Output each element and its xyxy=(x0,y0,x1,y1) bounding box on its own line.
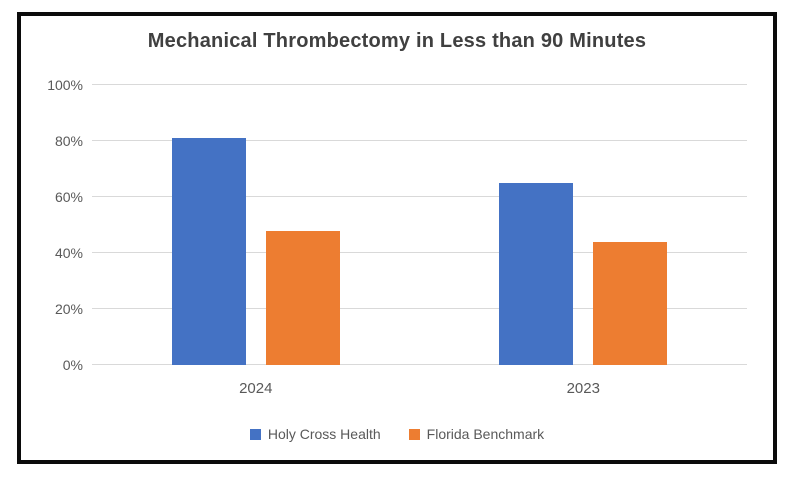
plot-area xyxy=(92,84,747,365)
y-tick-label: 20% xyxy=(54,301,83,317)
category-label: 2024 xyxy=(239,380,273,397)
legend-item: Holy Cross Health xyxy=(249,426,381,442)
chart-frame: Mechanical Thrombectomy in Less than 90 … xyxy=(17,12,777,464)
legend-label: Holy Cross Health xyxy=(267,426,381,442)
gridline xyxy=(92,196,747,197)
bar xyxy=(265,230,340,365)
y-axis-tick-labels: 0% 20% 40% 60% 80% 100% xyxy=(25,77,83,373)
legend-swatch-icon xyxy=(249,428,261,440)
y-tick-label: 60% xyxy=(54,189,83,205)
category-label: 2023 xyxy=(566,380,600,397)
gridline xyxy=(92,364,747,365)
bar-group xyxy=(420,85,748,365)
bar xyxy=(593,241,668,365)
gridline xyxy=(92,308,747,309)
gridline xyxy=(92,140,747,141)
y-tick-label: 100% xyxy=(47,77,83,93)
gridline xyxy=(92,84,747,85)
bar xyxy=(171,138,246,365)
gridline xyxy=(92,252,747,253)
chart-title: Mechanical Thrombectomy in Less than 90 … xyxy=(147,30,647,52)
bar xyxy=(499,183,574,365)
x-axis-category-labels: 2024 2023 xyxy=(92,380,747,397)
legend-item: Florida Benchmark xyxy=(408,426,545,442)
y-tick-label: 80% xyxy=(54,133,83,149)
bar-series-container xyxy=(92,85,747,365)
legend-swatch-icon xyxy=(408,428,420,440)
legend-label: Florida Benchmark xyxy=(426,426,545,442)
legend: Holy Cross Health Florida Benchmark xyxy=(21,426,773,442)
bar-group xyxy=(92,85,420,365)
y-tick-label: 40% xyxy=(54,245,83,261)
y-tick-label: 0% xyxy=(62,357,83,373)
